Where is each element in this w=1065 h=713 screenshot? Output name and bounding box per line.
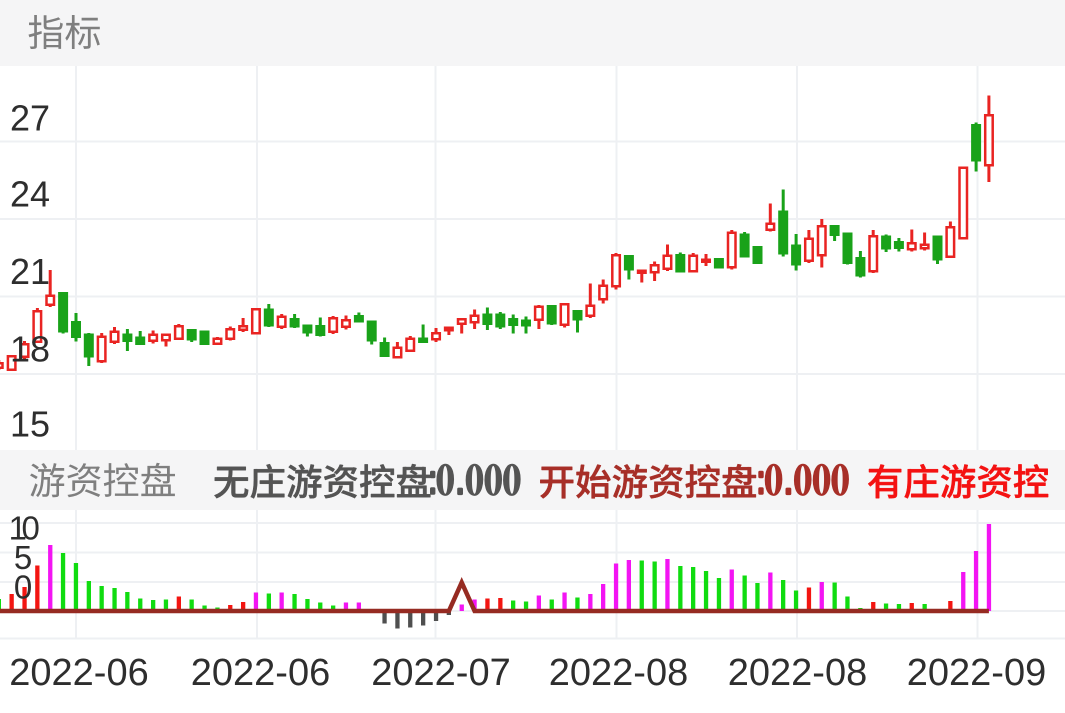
svg-text:2022-06: 2022-06	[191, 652, 330, 694]
svg-text:21: 21	[10, 251, 50, 292]
svg-text:2022-09: 2022-09	[907, 652, 1046, 694]
svg-text:2022-07: 2022-07	[371, 652, 510, 694]
svg-text:2022-06: 2022-06	[9, 652, 148, 694]
svg-text:24: 24	[10, 174, 50, 215]
svg-text:2022-08: 2022-08	[728, 652, 867, 694]
svg-text:18: 18	[10, 329, 50, 370]
svg-text:0: 0	[14, 569, 32, 606]
svg-text:27: 27	[10, 98, 50, 139]
svg-text:15: 15	[10, 404, 50, 445]
svg-text:5: 5	[14, 539, 32, 576]
svg-text:2022-08: 2022-08	[549, 652, 688, 694]
